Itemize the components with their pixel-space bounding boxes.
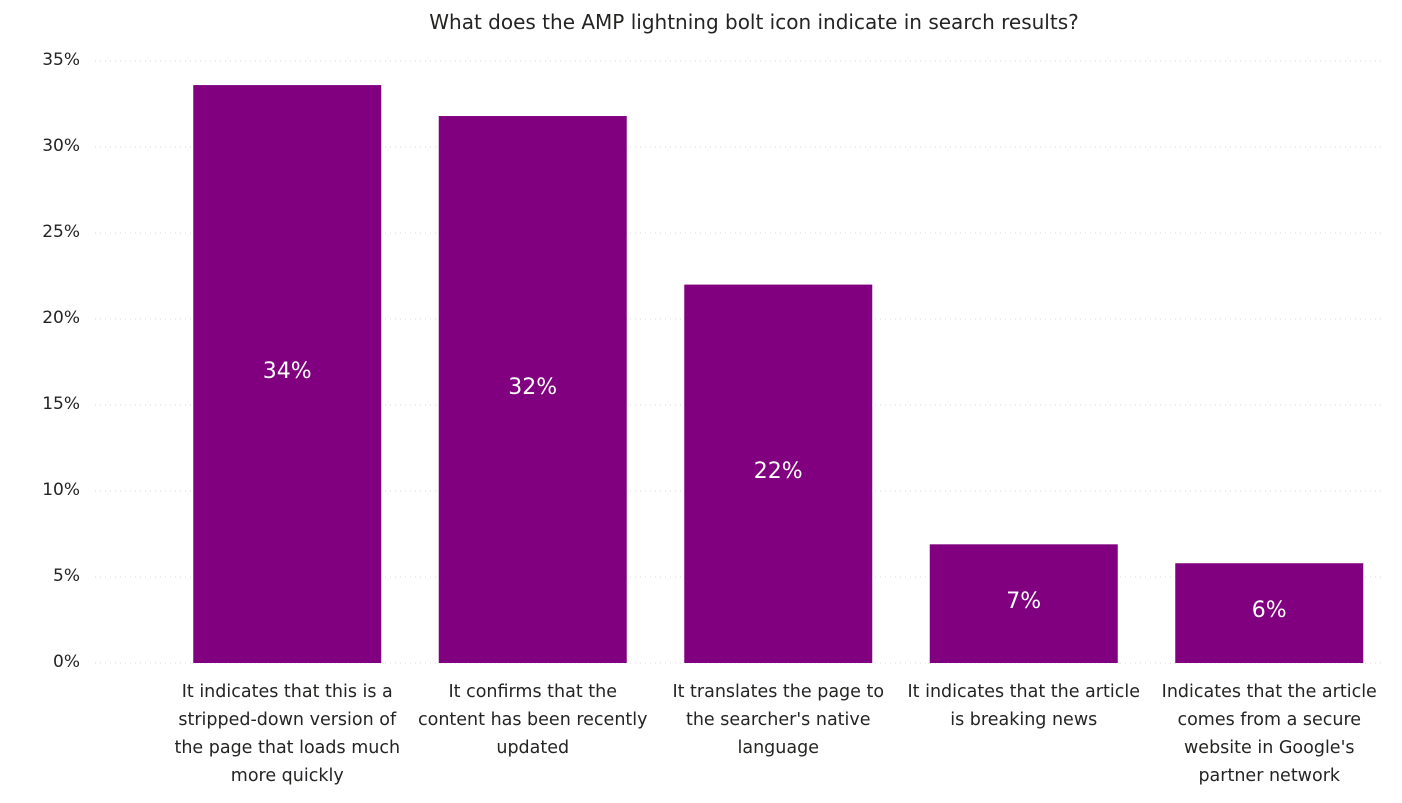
data-label: 22%	[753, 458, 803, 484]
data-label: 7%	[1006, 588, 1042, 614]
data-label: 32%	[508, 374, 558, 400]
bar[interactable]	[929, 544, 1118, 663]
x-tick-label: It translates the page to the searcher's…	[672, 682, 885, 758]
y-tick-label: 20%	[42, 308, 80, 328]
y-tick-label: 25%	[42, 222, 80, 242]
x-tick-label: It indicates that the article is breakin…	[907, 682, 1140, 730]
bar[interactable]	[1175, 563, 1364, 663]
x-tick-label: It confirms that the content has been re…	[418, 682, 648, 758]
y-tick-label: 5%	[53, 566, 80, 586]
bar[interactable]	[438, 116, 627, 664]
y-tick-label: 0%	[53, 652, 80, 672]
x-tick-label: It indicates that this is a stripped-dow…	[174, 682, 401, 786]
y-tick-label: 15%	[42, 394, 80, 414]
x-tick-label: Indicates that the article comes from a …	[1161, 682, 1377, 786]
bar[interactable]	[193, 85, 382, 663]
bar[interactable]	[684, 284, 873, 663]
y-tick-label: 35%	[42, 50, 80, 70]
data-label: 34%	[262, 359, 312, 385]
chart-title: What does the AMP lightning bolt icon in…	[429, 10, 1079, 34]
y-tick-label: 30%	[42, 136, 80, 156]
y-tick-label: 10%	[42, 480, 80, 500]
data-label: 6%	[1251, 598, 1287, 624]
